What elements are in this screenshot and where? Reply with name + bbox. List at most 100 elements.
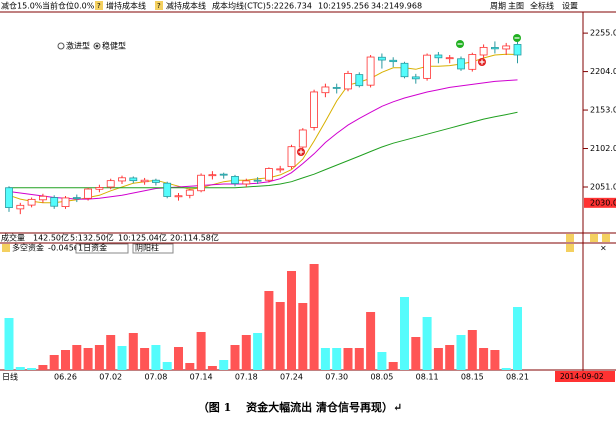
bar [490,350,500,370]
caption: （图 1 资金大幅流出 清仓信号再现）↵ [198,400,402,414]
dropdown[interactable] [132,243,174,254]
panel-icon[interactable] [566,234,574,242]
reduce-text: 减仓15.0% [1,1,43,11]
bar [422,317,432,370]
volume-row: 成交量 142.50亿 5:132.50亿 10:125.04亿 20:114.… [1,233,610,243]
x-tick-label: 06.26 [54,373,77,382]
candle-body [276,168,285,171]
bar [207,366,217,370]
candle-body [106,180,115,188]
line-legend: 34:2149.968 [371,2,422,11]
candle-body [174,195,183,198]
bar [106,335,116,370]
bar [117,346,127,370]
candle-body [321,86,330,94]
bar [467,330,477,370]
bar [27,368,37,370]
menu-item[interactable]: 主图 [508,1,524,11]
menu-item[interactable]: 周期 [490,2,506,11]
bar [433,348,443,370]
y-tick-label: 2204.0 [590,67,616,76]
mode-label[interactable]: 稳健型 [102,41,126,51]
cut-cost-text[interactable]: 减持成本线 [166,1,206,11]
dropdown-text: 1日资金 [78,243,107,253]
bar [128,333,138,370]
bar [4,318,14,370]
fund-title: 多空资金 [12,243,44,253]
menu-item[interactable]: 设置 [562,1,578,11]
x-tick-label: 07.02 [99,373,122,382]
dropdown-text: 阴阳柱 [135,243,159,253]
panel-icon[interactable] [566,244,574,252]
bar [174,347,183,370]
help-icon[interactable] [95,1,103,10]
bar [83,348,93,370]
candle-body [27,198,36,206]
bar [309,264,319,370]
candle-body [129,177,138,182]
bar [479,348,489,370]
date-row: 日线 2014-09-02 [2,371,615,382]
help-icon-text: ? [157,2,161,10]
y-tick-label: 2153.0 [590,106,616,115]
candle-body [366,56,375,86]
dropdown[interactable] [75,243,129,254]
bar [151,345,161,370]
x-tick-label: 07.30 [325,373,348,382]
bar [332,348,342,370]
candle-body [468,54,477,70]
candle-body [445,57,454,60]
bar [264,291,274,370]
bar [298,303,308,370]
candle-body [434,54,443,59]
help-icon-text: ? [97,2,101,10]
bar [241,335,251,370]
radio[interactable] [57,42,65,50]
candle-body [332,87,341,89]
price-marker [584,197,616,208]
x-tick-label: 08.11 [416,373,439,382]
fund-row: 多空资金 -0.0456 1日资金 阴阳柱 × [2,243,607,254]
candle-body [490,47,499,50]
candle-body [310,91,319,128]
bar [140,348,150,370]
volume-label: 成交量 [1,233,25,243]
volume-ma: 5:132.50亿 [70,233,114,243]
bar [400,297,409,370]
ma-line [8,79,518,200]
candle-body [72,197,81,199]
panel-icon[interactable] [2,244,10,252]
candle-body [151,179,160,183]
y-tick-label: 2102.0 [590,144,616,153]
candle-body [39,195,47,201]
candle-body [185,189,194,196]
candle-body [513,44,522,56]
candle-body [197,174,206,192]
mode-label[interactable]: 激进型 [66,41,90,51]
fund-current: -0.0456 [48,244,79,253]
close-icon[interactable]: × [600,244,607,253]
price-marker-label: 2030.0 [590,198,616,207]
bar [275,302,285,370]
bar [343,348,353,370]
add-cost-text[interactable]: 增持成本线 [106,1,146,11]
candle-body [95,187,104,190]
volume-ma: 10:125.04亿 [118,233,167,243]
menu-item[interactable]: 全标线 [530,1,554,11]
buy-signal-glyph [298,149,304,155]
candle-body [400,62,409,78]
bar [366,312,376,370]
date-box [555,371,615,382]
y-tick-label: 2255.0 [590,29,616,38]
panel-icon[interactable] [590,234,598,242]
panel-icon[interactable] [602,234,610,242]
bar [320,348,330,370]
help-icon[interactable] [155,1,163,10]
candle-body [231,176,239,184]
bar [38,365,48,370]
candle-body [208,174,217,177]
candle-body [411,76,420,80]
candle-body [502,45,511,50]
bar [61,350,70,370]
candle-body [355,74,364,87]
